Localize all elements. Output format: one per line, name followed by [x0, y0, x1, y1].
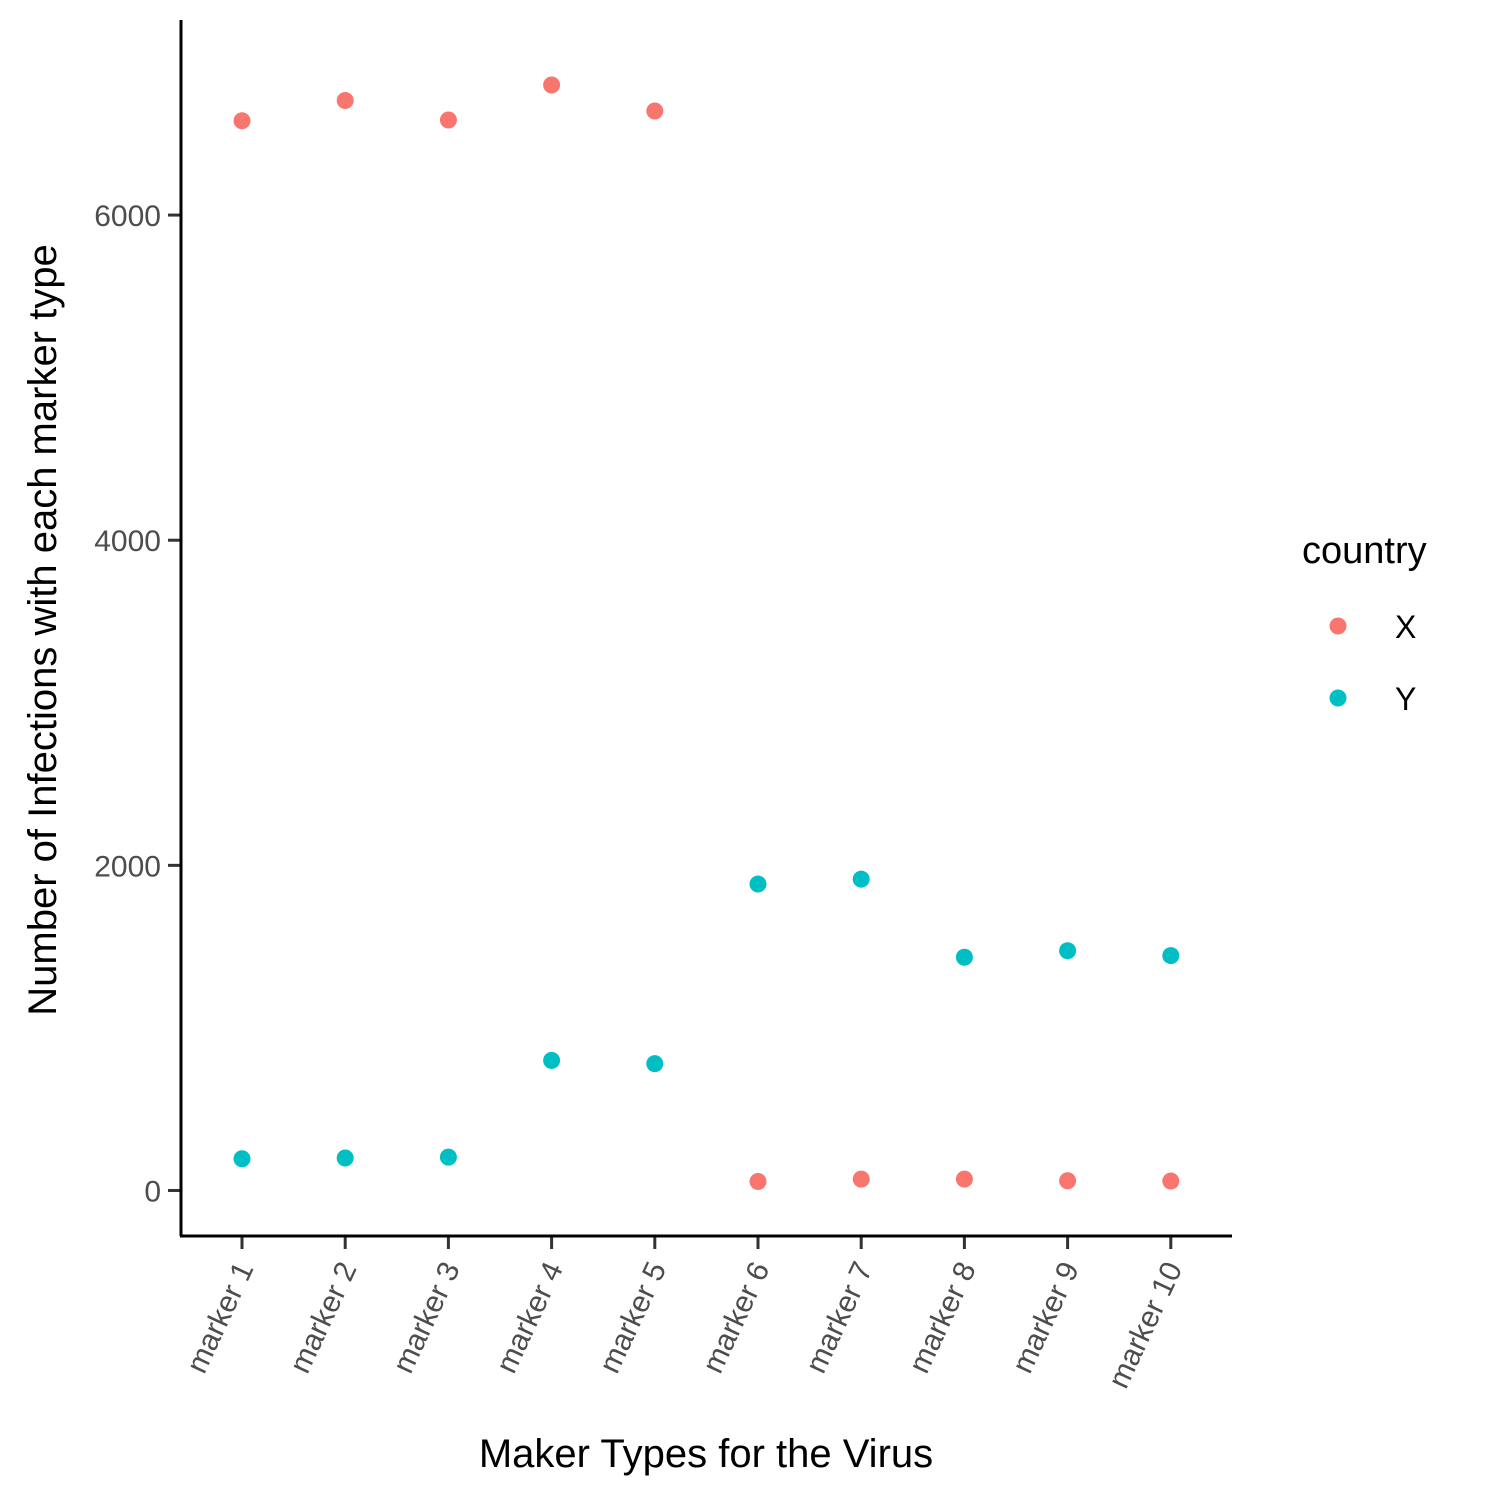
legend-title: country [1302, 530, 1427, 572]
x-tick-label: marker 6 [696, 1257, 776, 1378]
x-tick-label: marker 5 [593, 1257, 673, 1378]
point-y-5 [646, 1055, 664, 1073]
x-axis-ticks: marker 1 marker 2 marker 3 marker 4 marker 5… [180, 1236, 1189, 1393]
legend: XY [1329, 609, 1416, 717]
point-y-7 [852, 870, 870, 888]
y-tick-label: 6000 [94, 200, 161, 233]
x-tick-label: marker 8 [903, 1257, 983, 1378]
point-x-7 [852, 1170, 870, 1188]
point-x-1 [233, 112, 251, 130]
legend-key-y [1329, 689, 1347, 707]
y-axis-title: Number of Infections with each marker ty… [21, 244, 65, 1015]
y-axis-ticks: 0 2000 4000 6000 [94, 200, 181, 1208]
x-tick-label: marker 7 [800, 1257, 880, 1378]
point-x-5 [646, 102, 664, 120]
y-tick-label: 0 [144, 1175, 161, 1208]
legend-label-y: Y [1395, 681, 1416, 717]
point-y-3 [439, 1148, 457, 1166]
x-tick-label: marker 9 [1006, 1257, 1086, 1378]
x-tick-label: marker 3 [387, 1257, 467, 1378]
point-x-2 [336, 91, 354, 109]
point-y-4 [543, 1051, 561, 1069]
point-x-3 [439, 111, 457, 129]
y-tick-label: 4000 [94, 525, 161, 558]
x-tick-label: marker 2 [284, 1257, 364, 1378]
x-tick-label: marker 4 [490, 1257, 570, 1378]
point-y-8 [955, 948, 973, 966]
point-y-10 [1162, 947, 1180, 965]
x-tick-label: marker 10 [1102, 1257, 1189, 1393]
y-tick-label: 2000 [94, 850, 161, 883]
point-y-9 [1059, 942, 1077, 960]
point-x-6 [749, 1173, 767, 1191]
legend-label-x: X [1395, 609, 1416, 645]
point-x-9 [1059, 1172, 1077, 1190]
point-y-2 [336, 1149, 354, 1167]
point-y-6 [749, 875, 767, 893]
point-x-8 [955, 1170, 973, 1188]
legend-key-x [1329, 617, 1347, 635]
data-points [233, 76, 1180, 1191]
point-y-1 [233, 1150, 251, 1168]
point-x-10 [1162, 1172, 1180, 1190]
x-axis-title: Maker Types for the Virus [479, 1432, 933, 1476]
x-tick-label: marker 1 [180, 1257, 260, 1378]
point-x-4 [543, 76, 561, 94]
